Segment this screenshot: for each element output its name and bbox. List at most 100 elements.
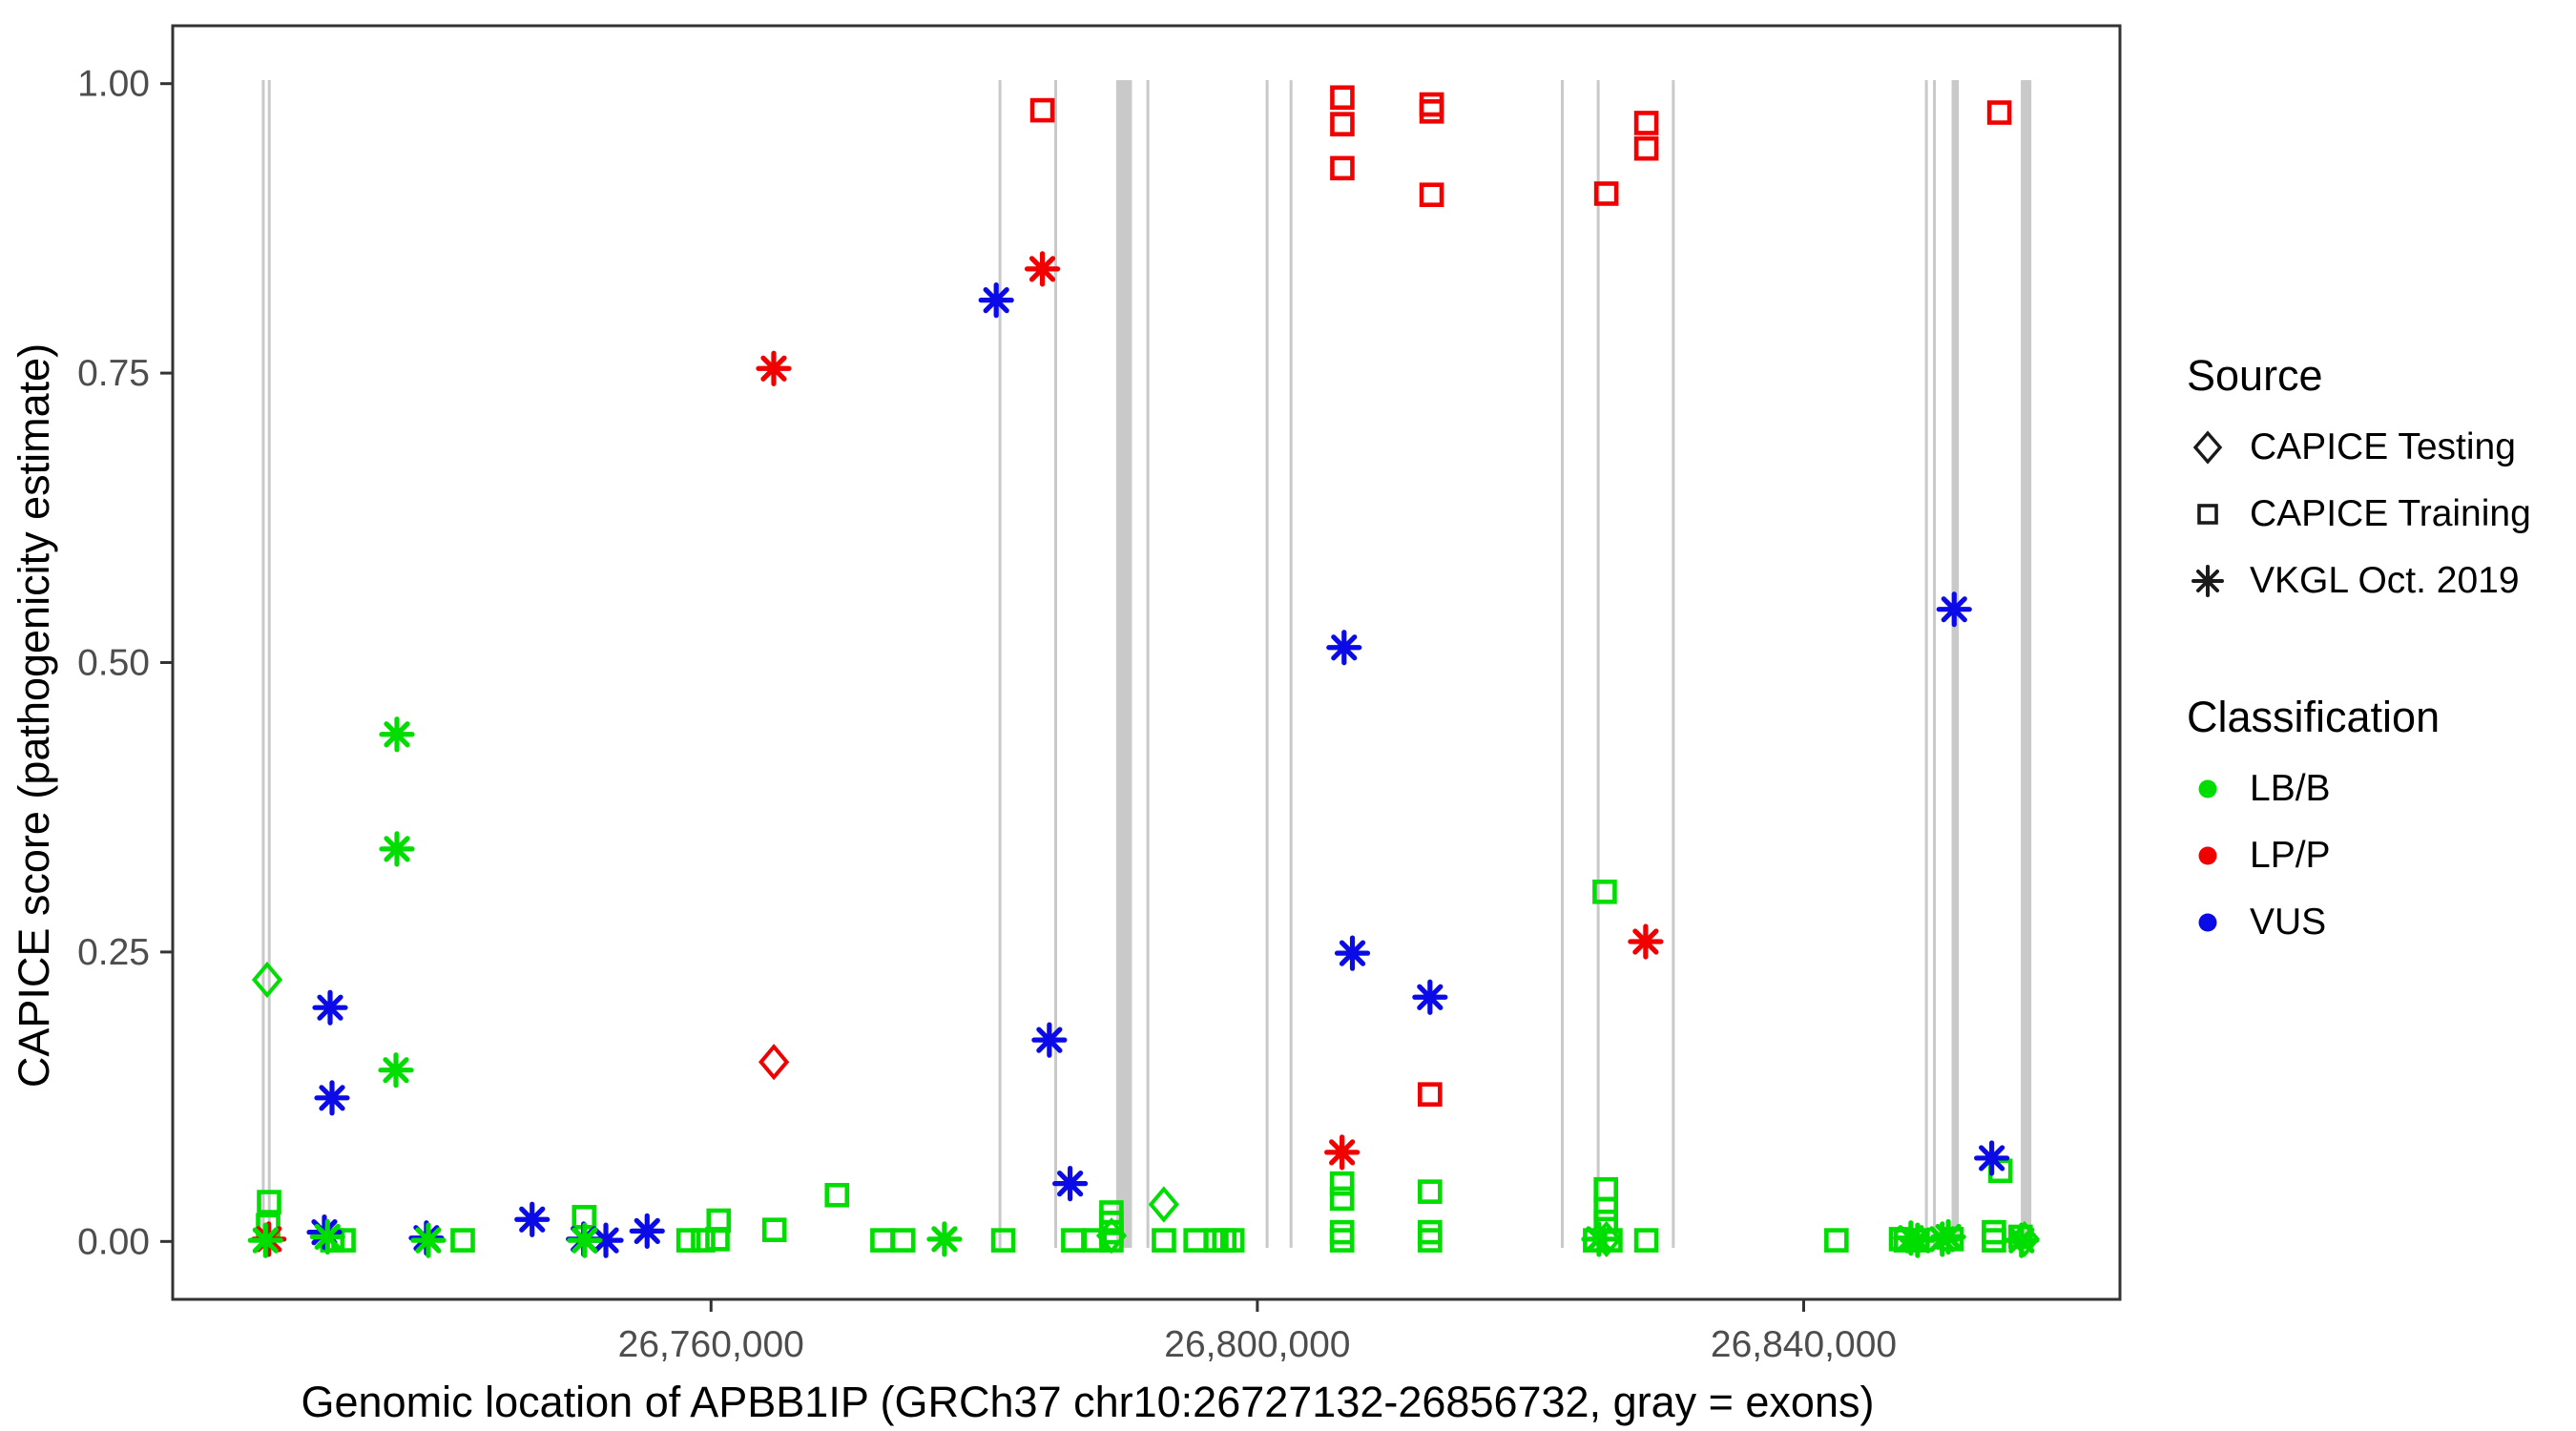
data-point (1095, 1217, 1128, 1255)
data-point (1330, 156, 1355, 181)
data-point (379, 716, 415, 753)
legend-item-vus: VUS (2187, 889, 2568, 956)
data-point (450, 1228, 475, 1253)
data-point (870, 1228, 895, 1253)
legend-item-capice-testing: CAPICE Testing (2187, 414, 2568, 481)
data-point (567, 1222, 603, 1258)
legend-source: Source CAPICE Testing CAPICE Training VK… (2187, 351, 2568, 614)
data-point (1628, 923, 1664, 960)
data-point (1633, 135, 1659, 161)
data-point (588, 1222, 624, 1258)
data-point (1152, 1228, 1176, 1253)
data-point (890, 1228, 916, 1253)
data-point (309, 1218, 345, 1255)
data-point (758, 1044, 790, 1081)
data-point (1824, 1228, 1849, 1253)
data-point (1930, 1218, 1966, 1255)
data-point (1418, 1228, 1443, 1253)
data-point (1419, 92, 1444, 117)
legend-item-lbb: LB/B (2187, 756, 2568, 822)
data-point (1418, 1179, 1443, 1204)
data-point (691, 1228, 716, 1253)
exon-bar (1265, 80, 1269, 1248)
data-point (1633, 111, 1659, 135)
diamond-icon (2192, 430, 2223, 465)
x-tick-label: 26,840,000 (1711, 1324, 1897, 1365)
y-tick-label: 0.00 (77, 1221, 150, 1262)
exon-bar (261, 80, 265, 1248)
data-point (1330, 85, 1355, 111)
data-point (1052, 1166, 1089, 1202)
data-point (990, 1228, 1016, 1253)
data-point (378, 1052, 414, 1089)
exon-bar (998, 80, 1002, 1248)
y-axis-title: CAPICE score (pathogenicity estimate) (10, 342, 58, 1089)
data-point (1029, 97, 1055, 123)
exon-bars (261, 80, 2032, 1248)
exon-bar (1054, 80, 1058, 1248)
legend-item-label: VKGL Oct. 2019 (2250, 560, 2520, 601)
exon-bar (267, 80, 271, 1248)
data-point (314, 1080, 350, 1116)
data-point (1329, 1171, 1355, 1196)
data-point (312, 989, 348, 1026)
data-point (675, 1228, 701, 1253)
data-point (257, 1190, 281, 1214)
exon-bar (1672, 80, 1675, 1248)
data-point (379, 831, 415, 867)
data-point (251, 961, 283, 999)
data-point (1219, 1228, 1245, 1253)
data-point (1148, 1186, 1179, 1223)
data-point (978, 282, 1014, 319)
data-point (756, 350, 792, 386)
data-point (1593, 181, 1619, 206)
x-tick-label: 26,760,000 (618, 1324, 804, 1365)
data-point (1986, 100, 2012, 125)
data-point (1900, 1222, 1936, 1258)
legend-classification: Classification LB/B LP/P VUS (2187, 693, 2568, 956)
data-point (706, 1208, 732, 1234)
legend-item-capice-training: CAPICE Training (2187, 481, 2568, 548)
data-point (761, 1217, 787, 1242)
exon-bar (1289, 80, 1293, 1248)
y-tick-label: 0.75 (77, 353, 150, 394)
data-point (1329, 1228, 1355, 1253)
exon-bar (1115, 80, 1132, 1248)
data-point (1183, 1228, 1208, 1253)
data-point (1334, 935, 1371, 971)
data-point (1974, 1140, 2010, 1176)
data-point (1592, 879, 1617, 904)
legend-item-lpp: LP/P (2187, 822, 2568, 889)
lbb-dot-icon (2198, 779, 2217, 798)
data-point (1024, 251, 1061, 287)
exon-bar (1146, 80, 1150, 1248)
data-point (1031, 1022, 1068, 1058)
square-icon (2197, 504, 2218, 525)
data-point (1581, 1221, 1617, 1257)
exon-bar (1596, 80, 1600, 1248)
data-point (1936, 591, 1972, 628)
legend-item-label: CAPICE Testing (2250, 426, 2516, 467)
data-point (1330, 112, 1355, 136)
x-tick-label: 26,800,000 (1164, 1324, 1350, 1365)
legend-item-label: LB/B (2250, 768, 2331, 809)
y-tick-label: 0.50 (77, 643, 150, 684)
legend-item-label: CAPICE Training (2250, 493, 2531, 534)
data-point (514, 1201, 551, 1237)
data-point (629, 1213, 665, 1249)
y-tick-label: 0.25 (77, 932, 150, 973)
data-point (926, 1221, 963, 1257)
data-point (1633, 1228, 1659, 1253)
data-point (2004, 1222, 2040, 1258)
exon-bar (1560, 80, 1564, 1248)
exon-bar (1933, 80, 1937, 1248)
data-point (1329, 1186, 1355, 1212)
x-axis-title: Genomic location of APBB1IP (GRCh37 chr1… (301, 1378, 1875, 1426)
lpp-dot-icon (2198, 846, 2217, 865)
plot-panel-border (171, 24, 2122, 1301)
legend-item-vkgl: VKGL Oct. 2019 (2187, 548, 2568, 614)
exon-bar (1951, 80, 1960, 1248)
y-tick-label: 1.00 (77, 64, 150, 105)
